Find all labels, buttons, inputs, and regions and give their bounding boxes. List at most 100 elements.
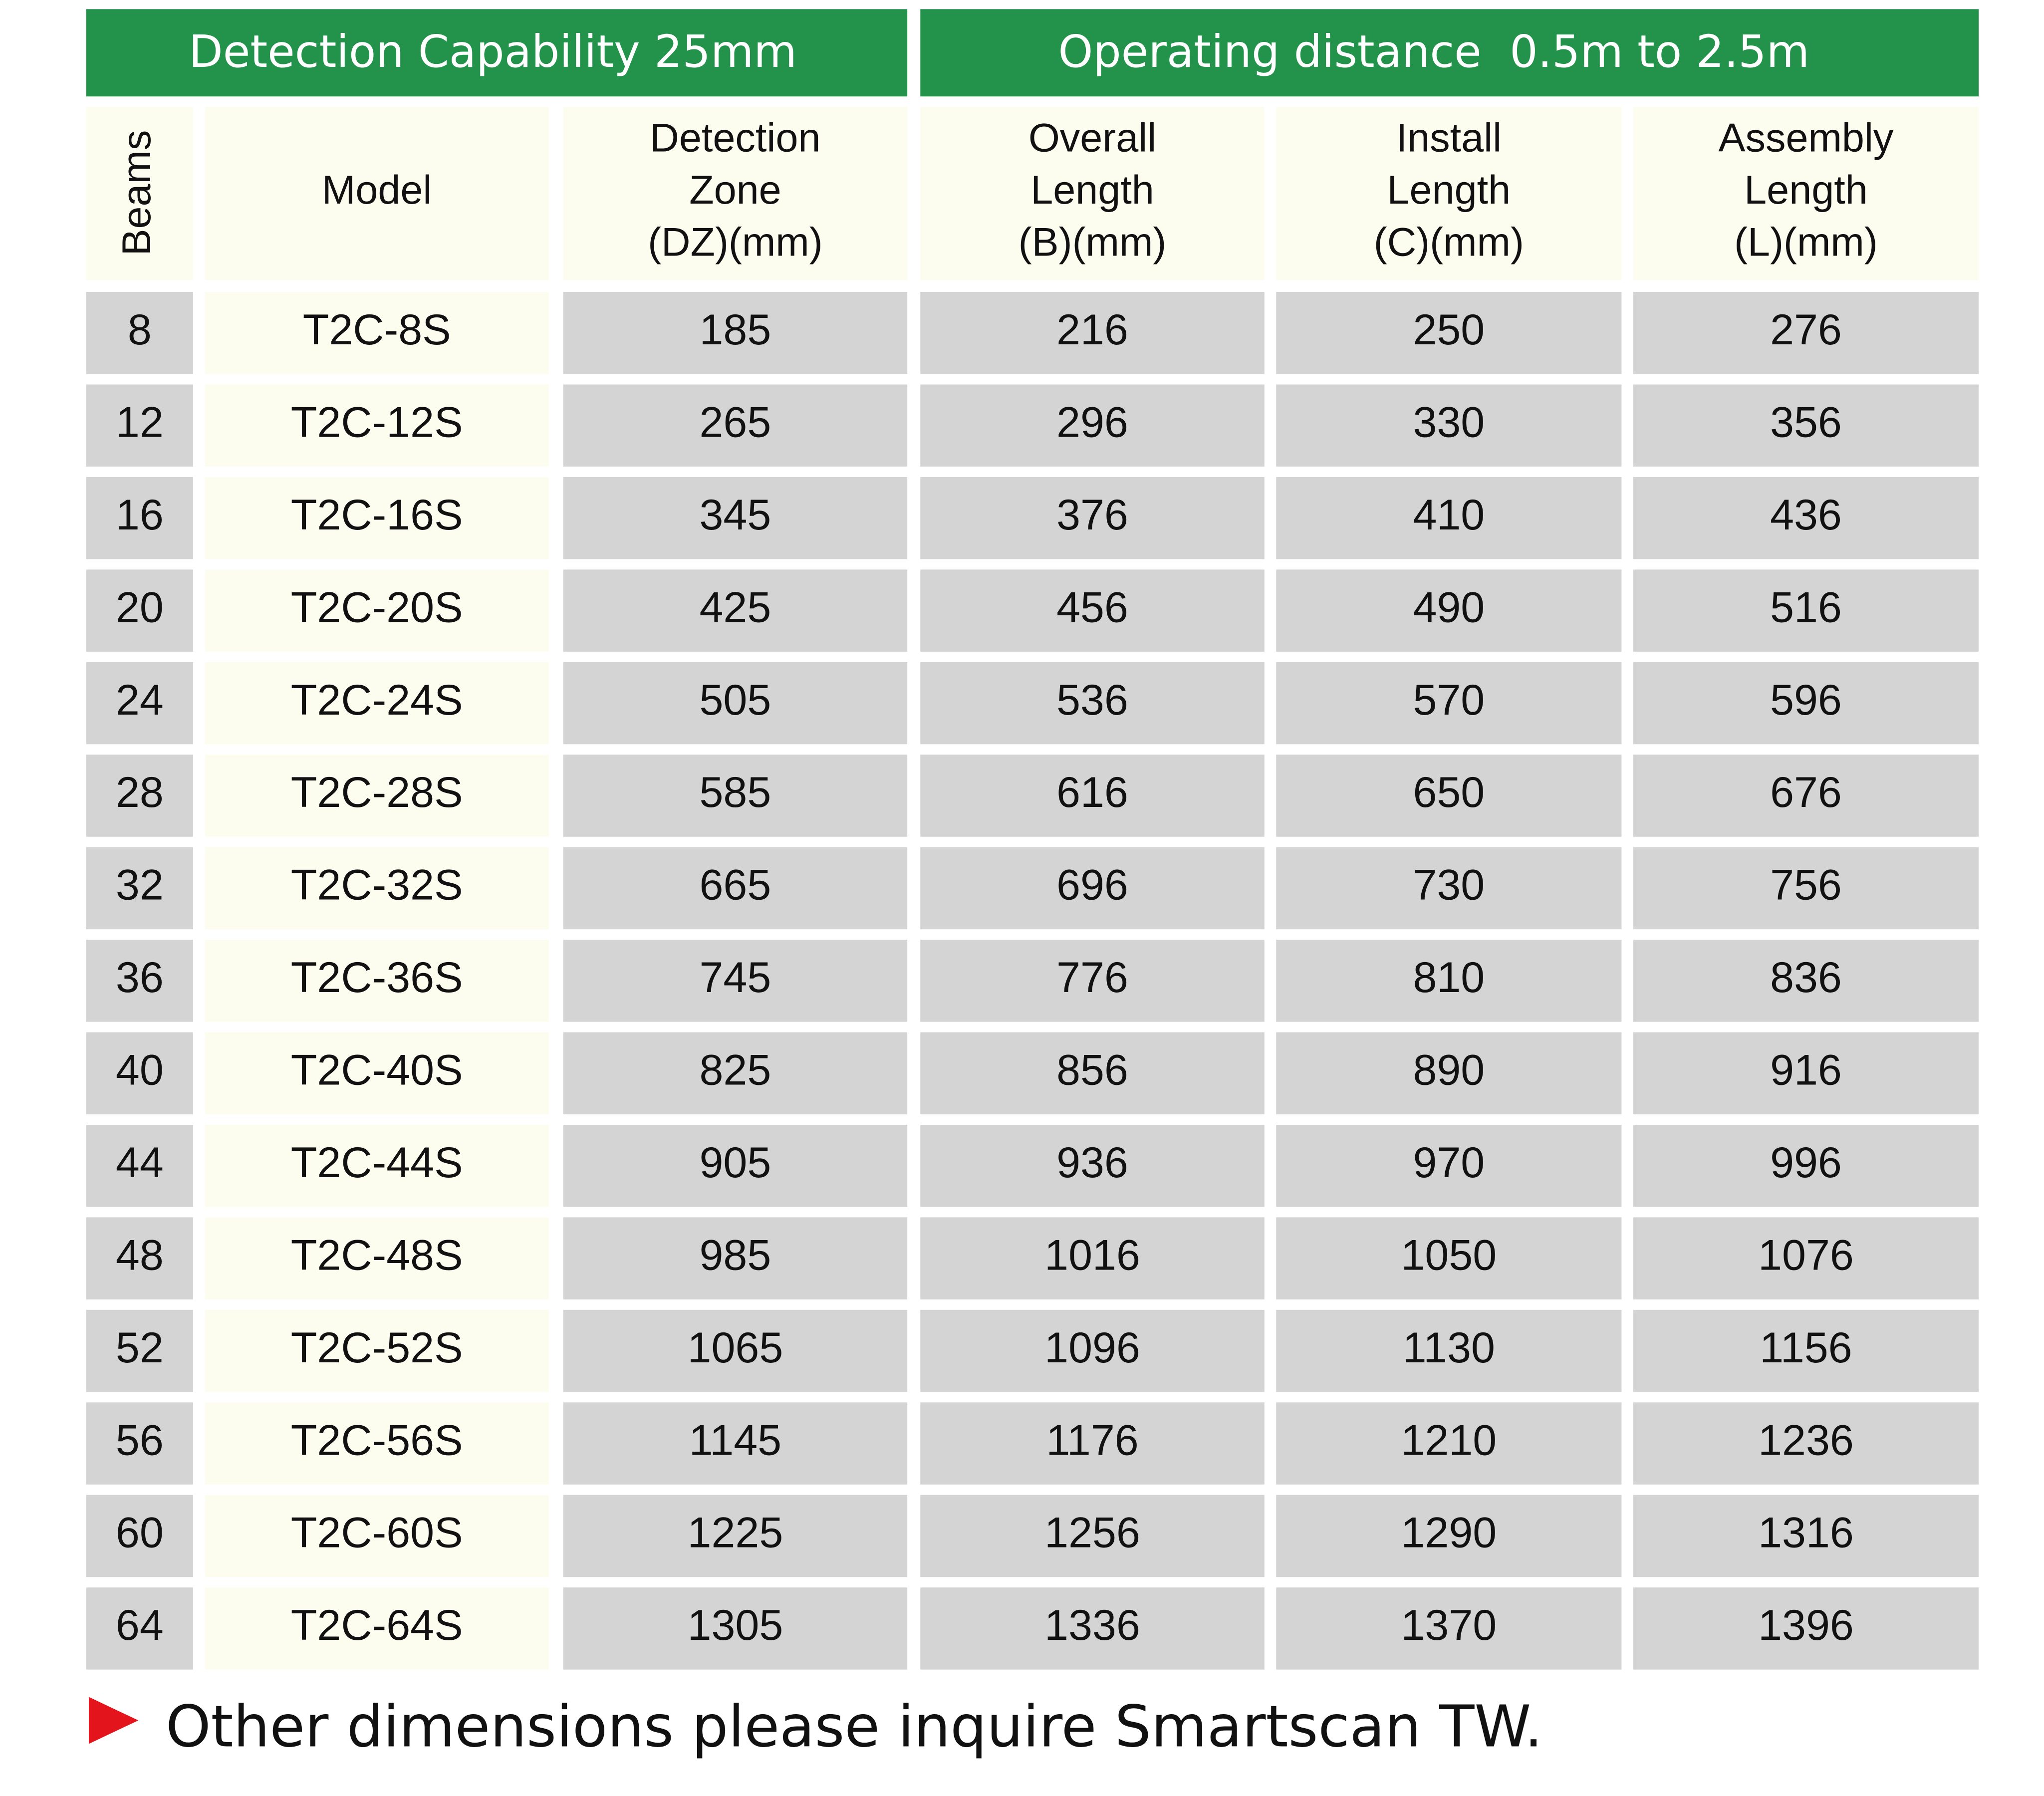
table-cell — [1633, 292, 1979, 374]
table-cell — [1276, 847, 1622, 930]
table-cell — [563, 1402, 908, 1485]
table-cell — [1633, 755, 1979, 837]
table-cell — [1633, 1402, 1979, 1485]
cell-text: 745 — [700, 954, 771, 1002]
table-cell — [205, 1495, 549, 1577]
column-header-cell — [1633, 107, 1979, 280]
column-header: Length — [1744, 168, 1868, 213]
column-header: Detection — [650, 115, 820, 160]
table-cell — [920, 1124, 1265, 1207]
table-cell — [1633, 1124, 1979, 1207]
cell-text: 436 — [1770, 491, 1842, 539]
cell-text: 570 — [1413, 676, 1485, 724]
table-cell — [920, 847, 1265, 930]
column-header: Assembly — [1719, 115, 1894, 160]
footer-note: Other dimensions please inquire Smartsca… — [166, 1694, 1542, 1761]
table-cell — [1276, 1495, 1622, 1577]
column-header: (B)(mm) — [1019, 220, 1167, 264]
table-cell — [1276, 1309, 1622, 1392]
cell-text: 1396 — [1758, 1601, 1854, 1649]
table-cell — [1633, 1587, 1979, 1670]
table-cell — [563, 569, 908, 652]
table-cell — [1633, 1032, 1979, 1115]
cell-text: 936 — [1056, 1139, 1128, 1187]
table-cell — [86, 1309, 193, 1392]
column-header-cell — [1276, 107, 1622, 280]
cell-text: 24 — [116, 676, 164, 724]
column-header-cell — [563, 107, 908, 280]
column-header-cell — [86, 107, 193, 280]
table-cell — [1276, 477, 1622, 559]
cell-text: T2C-20S — [291, 583, 463, 631]
cell-text: 810 — [1413, 954, 1485, 1002]
table-cell — [1633, 1217, 1979, 1299]
table-cell — [920, 1495, 1265, 1577]
table-cell — [1633, 940, 1979, 1022]
table-cell — [1633, 569, 1979, 652]
table-cell — [205, 662, 549, 745]
table-cell — [563, 1309, 908, 1392]
cell-text: 276 — [1770, 306, 1842, 354]
cell-text: 516 — [1770, 583, 1842, 631]
cell-text: 56 — [116, 1416, 164, 1464]
cell-text: 585 — [700, 769, 771, 816]
header-bar — [920, 9, 1979, 97]
table-cell — [86, 940, 193, 1022]
table-cell — [563, 1032, 908, 1115]
cell-text: 425 — [700, 583, 771, 631]
table-cell — [205, 1124, 549, 1207]
table-cell — [1633, 1309, 1979, 1392]
table-cell — [1276, 1587, 1622, 1670]
cell-text: 490 — [1413, 583, 1485, 631]
cell-text: 825 — [700, 1046, 771, 1094]
table-cell — [1276, 1124, 1622, 1207]
column-header: Beams — [114, 130, 159, 256]
cell-text: 730 — [1413, 861, 1485, 909]
table-cell — [920, 940, 1265, 1022]
cell-text: 856 — [1056, 1046, 1128, 1094]
column-header: Install — [1396, 115, 1502, 160]
cell-text: 1130 — [1403, 1324, 1495, 1372]
cell-text: T2C-64S — [291, 1601, 463, 1649]
table-cell — [563, 1587, 908, 1670]
cell-text: 696 — [1056, 861, 1128, 909]
cell-text: T2C-40S — [291, 1046, 463, 1094]
cell-text: T2C-52S — [291, 1324, 463, 1372]
table-cell — [205, 940, 549, 1022]
table-cell — [1633, 847, 1979, 930]
cell-text: 1290 — [1401, 1509, 1497, 1557]
cell-text: 905 — [700, 1139, 771, 1187]
header-right: Operating distance 0.5m to 2.5m — [1058, 26, 1809, 77]
cell-text: 756 — [1770, 861, 1842, 909]
cell-text: 1016 — [1044, 1231, 1140, 1279]
table-cell — [86, 384, 193, 467]
cell-text: 1210 — [1401, 1416, 1497, 1464]
table-cell — [920, 1309, 1265, 1392]
table-cell — [563, 1495, 908, 1577]
column-header: Length — [1030, 168, 1154, 213]
cell-text: 776 — [1056, 954, 1128, 1002]
table-cell — [86, 1124, 193, 1207]
table-cell — [205, 1587, 549, 1670]
table-cell — [920, 755, 1265, 837]
table-cell — [205, 1402, 549, 1485]
table-cell — [920, 1217, 1265, 1299]
table-cell — [205, 292, 549, 374]
table-cell — [86, 847, 193, 930]
cell-text: 8 — [128, 306, 152, 354]
cell-text: 970 — [1413, 1139, 1485, 1187]
table-cell — [86, 292, 193, 374]
table-cell — [1276, 662, 1622, 745]
column-header: (L)(mm) — [1734, 220, 1878, 264]
cell-text: T2C-16S — [291, 491, 463, 539]
table-cell — [1276, 292, 1622, 374]
table-cell — [920, 662, 1265, 745]
column-header: Overall — [1028, 115, 1156, 160]
cell-text: 64 — [116, 1601, 164, 1649]
cell-text: 456 — [1056, 583, 1128, 631]
cell-text: 345 — [700, 491, 771, 539]
table-cell — [1276, 569, 1622, 652]
cell-text: 356 — [1770, 399, 1842, 447]
